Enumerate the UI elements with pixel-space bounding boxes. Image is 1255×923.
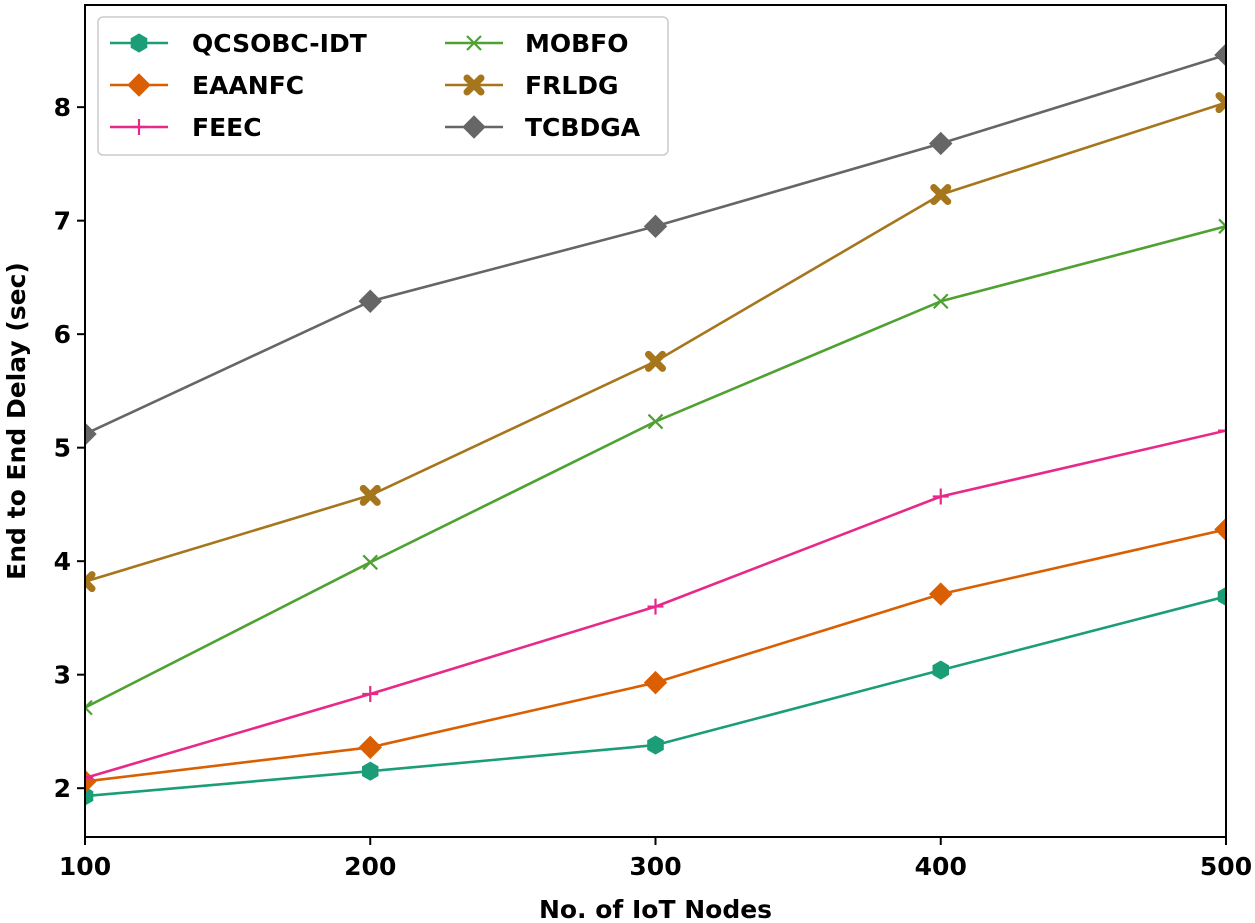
y-tick-label: 3 bbox=[54, 661, 71, 690]
qcsobc-idt-point bbox=[85, 786, 94, 806]
mobfo-line bbox=[85, 225, 1226, 709]
legend-label: FRLDG bbox=[525, 71, 619, 100]
y-tick-label: 2 bbox=[54, 774, 71, 803]
frldg-line bbox=[85, 101, 1226, 583]
legend-entry-feec: FEEC bbox=[110, 113, 262, 142]
tcbdga-point bbox=[1214, 43, 1226, 67]
series-qcsobc-idt bbox=[85, 586, 1226, 806]
legend-marker bbox=[127, 73, 151, 97]
eaanfc-point bbox=[643, 670, 668, 695]
x-axis-label: No. of IoT Nodes bbox=[539, 895, 772, 923]
y-axis-label: End to End Delay (sec) bbox=[2, 262, 31, 580]
x-tick-label: 500 bbox=[1200, 852, 1252, 881]
x-tick-label: 200 bbox=[344, 852, 396, 881]
mobfo-point bbox=[362, 554, 379, 571]
mobfo-point bbox=[932, 293, 949, 310]
x-tick-label: 400 bbox=[915, 852, 967, 881]
legend-marker bbox=[466, 35, 482, 51]
frldg-point bbox=[645, 350, 666, 372]
eaanfc-point bbox=[1214, 517, 1226, 542]
frldg-point bbox=[359, 484, 381, 506]
legend: QCSOBC-IDT EAANFC FEEC MOBFO FRLDG TCBDGA bbox=[97, 16, 669, 156]
eaanfc-point bbox=[358, 735, 382, 760]
legend-label: QCSOBC-IDT bbox=[192, 29, 367, 58]
frldg-point bbox=[85, 571, 96, 593]
legend-marker bbox=[131, 119, 147, 135]
tcbdga-point bbox=[929, 131, 953, 156]
series-eaanfc bbox=[85, 517, 1226, 794]
legend-entry-frldg: FRLDG bbox=[445, 71, 619, 100]
legend-label: MOBFO bbox=[525, 29, 629, 58]
qcsobc-idt-point bbox=[932, 660, 949, 680]
legend-label: FEEC bbox=[192, 113, 262, 142]
series-layer bbox=[85, 43, 1226, 806]
y-tick-label: 5 bbox=[54, 434, 71, 463]
frldg-point bbox=[1215, 92, 1226, 114]
feec-point bbox=[932, 488, 949, 505]
series-mobfo bbox=[85, 218, 1226, 716]
qcsobc-idt-point bbox=[647, 735, 664, 755]
legend-entry-qcsobc-idt: QCSOBC-IDT bbox=[110, 29, 367, 58]
legend-marker bbox=[130, 33, 148, 53]
x-tick-label: 300 bbox=[629, 852, 681, 881]
legend-frame bbox=[97, 16, 669, 156]
tcbdga-point bbox=[85, 422, 97, 446]
legend-entry-mobfo: MOBFO bbox=[445, 29, 629, 58]
legend-label: EAANFC bbox=[192, 71, 304, 100]
feec-point bbox=[647, 598, 664, 615]
mobfo-point bbox=[647, 413, 664, 430]
eaanfc-point bbox=[929, 582, 953, 606]
mobfo-point bbox=[1218, 218, 1226, 235]
legend-marker bbox=[462, 115, 486, 139]
y-tick-label: 8 bbox=[54, 93, 71, 122]
tcbdga-point bbox=[358, 289, 382, 313]
x-tick-label: 100 bbox=[59, 852, 111, 881]
y-tick-label: 7 bbox=[54, 207, 71, 236]
series-feec bbox=[85, 422, 1226, 786]
qcsobc-idt-line bbox=[85, 595, 1226, 798]
y-tick-label: 6 bbox=[54, 320, 71, 349]
feec-point bbox=[362, 685, 379, 702]
qcsobc-idt-point bbox=[362, 761, 379, 781]
legend-label: TCBDGA bbox=[525, 113, 641, 142]
series-tcbdga bbox=[85, 43, 1226, 446]
feec-point bbox=[85, 769, 93, 786]
tcbdga-point bbox=[643, 214, 668, 239]
legend-entry-tcbdga: TCBDGA bbox=[445, 113, 641, 142]
frldg-point bbox=[930, 184, 952, 206]
series-frldg bbox=[85, 92, 1226, 593]
mobfo-point bbox=[85, 699, 93, 716]
y-tick-label: 4 bbox=[54, 547, 71, 576]
qcsobc-idt-point bbox=[1217, 586, 1226, 606]
legend-marker bbox=[463, 74, 485, 96]
axes-layer: 100 200 300 400 500 2 3 4 5 6 7 8 bbox=[54, 93, 1253, 881]
legend-entry-eaanfc: EAANFC bbox=[110, 71, 304, 100]
feec-point bbox=[1218, 422, 1226, 439]
